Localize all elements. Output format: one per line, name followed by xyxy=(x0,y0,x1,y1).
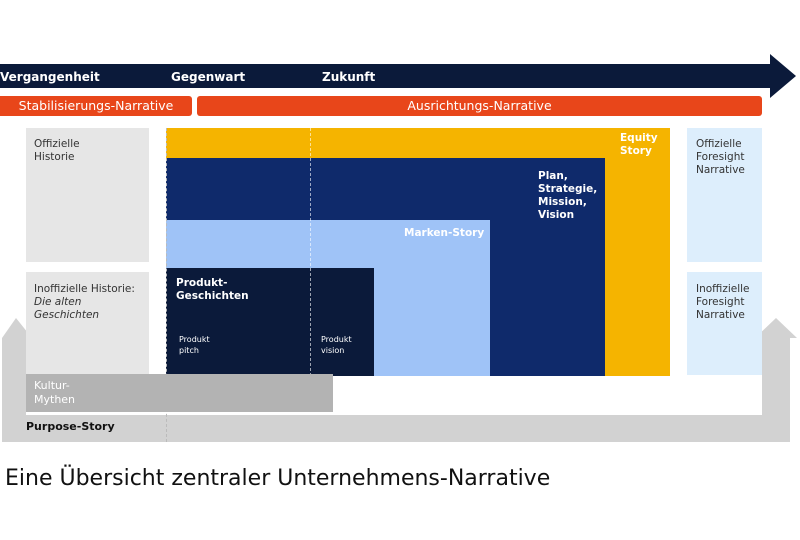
purpose-arrow xyxy=(2,318,797,442)
timeline-label: Zukunft xyxy=(322,70,376,84)
pitch-label: Produkt pitch xyxy=(179,335,210,355)
unofficial-history-sub: Die alten Geschichten xyxy=(34,296,100,321)
culture-label: Kultur-Mythen xyxy=(34,379,76,406)
timeline-label: Vergangenheit xyxy=(0,70,100,84)
timeline-label: Gegenwart xyxy=(171,70,246,84)
orientation-bar: Ausrichtungs-Narrative xyxy=(197,96,762,116)
time-arrow xyxy=(0,54,796,98)
caption: Eine Übersicht zentraler Unternehmens-Na… xyxy=(5,466,551,491)
unofficial-history: Inoffizielle Historie: xyxy=(34,283,135,295)
brand-label: Marken-Story xyxy=(404,227,485,239)
official-history: Offizielle Historie xyxy=(26,128,149,262)
dashed-line xyxy=(310,128,311,376)
culture-box: Kultur-Mythen xyxy=(26,374,333,412)
product-label: Produkt-Geschichten xyxy=(176,277,249,302)
plan-label: Plan, Strategie, Mission, Vision xyxy=(538,170,598,221)
purpose-label: Purpose-Story xyxy=(26,420,115,433)
equity-label: Equity Story xyxy=(620,132,658,157)
dashed-line xyxy=(166,128,167,442)
unofficial-history-box: Inoffizielle Historie: Die alten Geschic… xyxy=(26,272,149,375)
product-box: Produkt-Geschichten Produkt pitch Produk… xyxy=(166,268,374,376)
vision-label: Produkt vision xyxy=(321,335,352,355)
unofficial-foresight: Inoffizielle Foresight Narrative xyxy=(687,272,762,375)
official-foresight: Offizielle Foresight Narrative xyxy=(687,128,762,262)
stabilizing-bar: Stabilisierungs-Narrative xyxy=(0,96,192,116)
